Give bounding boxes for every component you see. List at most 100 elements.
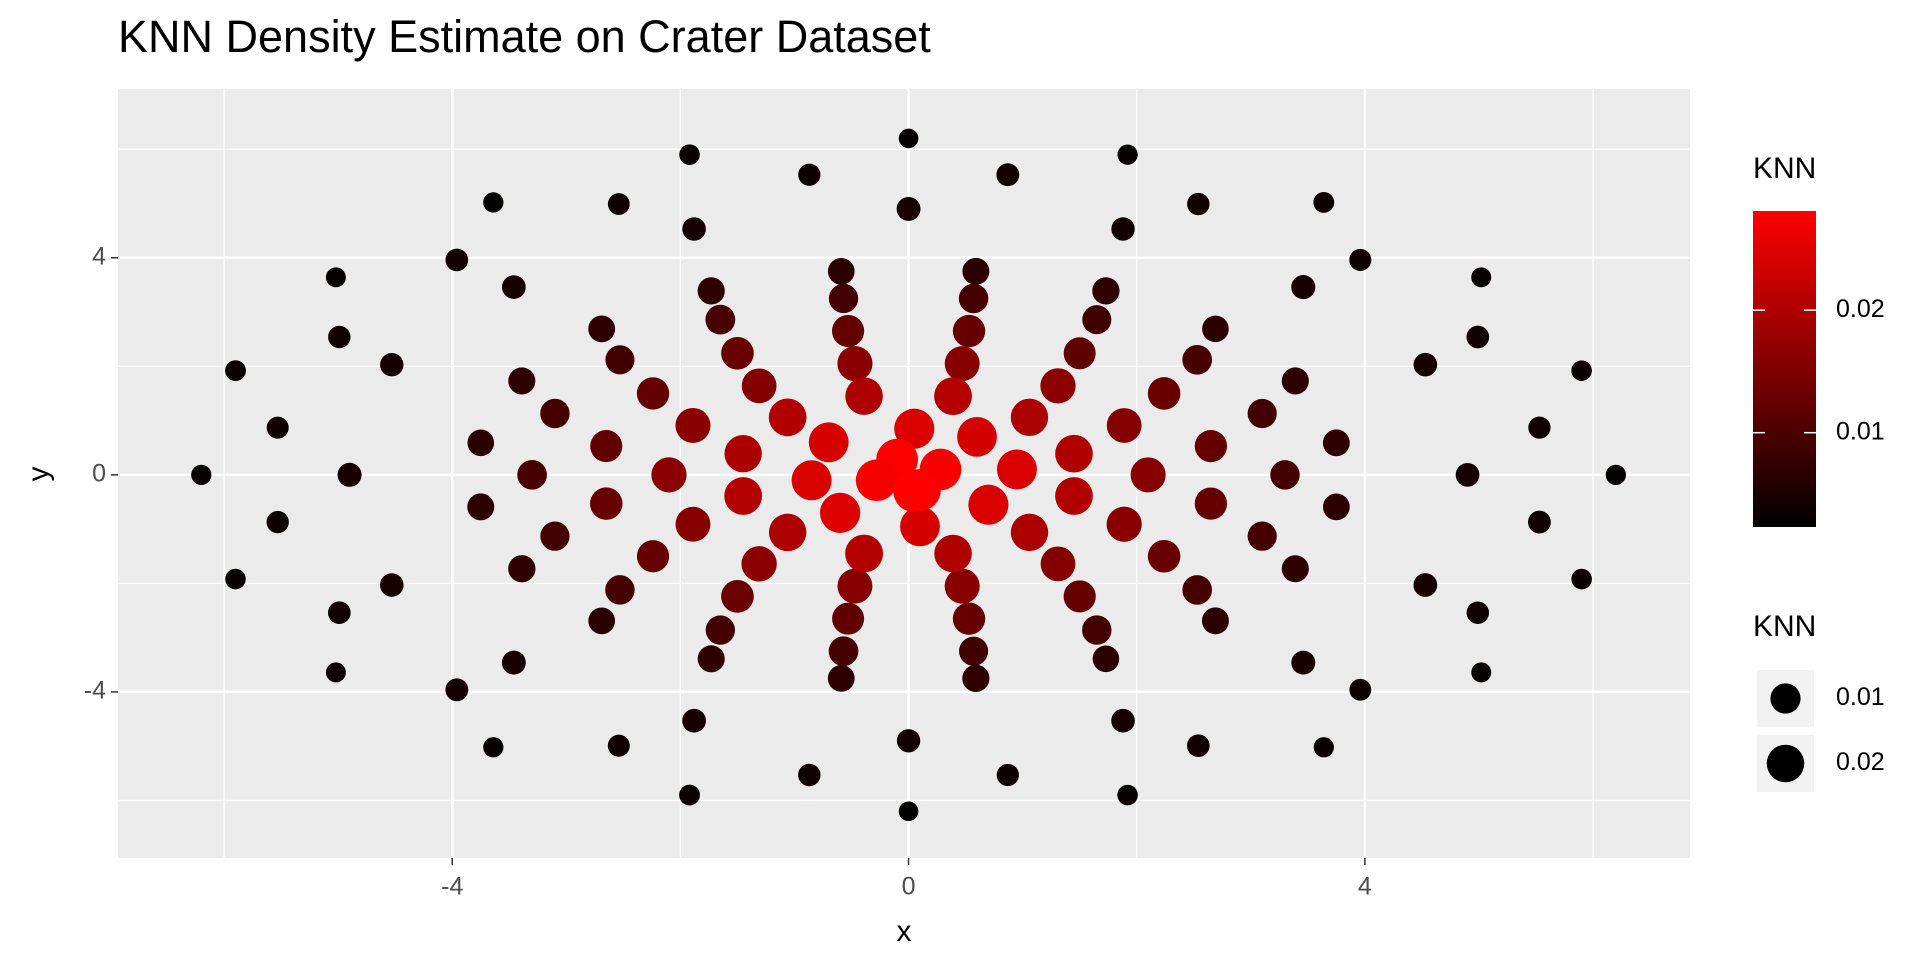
point (1281, 555, 1309, 583)
point (1082, 615, 1112, 645)
point (1117, 784, 1138, 806)
point (225, 360, 246, 382)
point (590, 487, 623, 520)
colorbar-label: 0.01 (1836, 417, 1885, 445)
point (1147, 539, 1181, 573)
point (944, 346, 980, 382)
point (1528, 416, 1551, 439)
point (605, 575, 635, 605)
point (1466, 325, 1490, 349)
point (1063, 580, 1096, 613)
point (1466, 601, 1490, 624)
point (1040, 546, 1076, 582)
point (958, 283, 989, 314)
point (900, 506, 940, 547)
point (191, 464, 212, 485)
point (828, 636, 859, 667)
point (508, 367, 536, 395)
point (962, 664, 990, 692)
point (893, 470, 936, 513)
point (467, 493, 495, 521)
point (517, 460, 547, 490)
point (934, 377, 972, 416)
point (327, 601, 351, 625)
point (996, 449, 1037, 490)
point (540, 398, 570, 429)
point (1322, 493, 1350, 521)
point (540, 521, 570, 551)
point (1082, 305, 1112, 335)
point (697, 277, 725, 305)
point (607, 734, 630, 757)
point (808, 422, 849, 463)
point (952, 314, 986, 348)
point (682, 217, 706, 241)
point (483, 192, 504, 213)
point (741, 546, 777, 582)
point (1270, 460, 1300, 490)
point (590, 430, 623, 463)
point (1605, 464, 1626, 485)
point (266, 416, 289, 439)
colorbar-label: 0.02 (1836, 295, 1885, 323)
point (1313, 737, 1334, 758)
points (191, 128, 1626, 822)
point (1247, 398, 1277, 429)
point (724, 477, 763, 515)
point (959, 636, 989, 666)
point (721, 580, 754, 613)
point (1194, 429, 1228, 463)
point (996, 763, 1019, 787)
point (266, 510, 289, 534)
point (1571, 568, 1592, 590)
size-legend-title: KNN (1753, 610, 1816, 643)
point (898, 801, 919, 822)
point (682, 708, 706, 733)
axes: -4 0 4 -4 0 4 (84, 242, 1372, 900)
point (1527, 510, 1551, 534)
point (894, 408, 935, 449)
point (508, 555, 536, 583)
point (1040, 368, 1076, 404)
point (768, 513, 807, 552)
x-tick-label: 0 (902, 873, 916, 901)
point (1349, 678, 1372, 701)
point (605, 345, 635, 375)
point (328, 325, 351, 349)
point (996, 163, 1020, 187)
point (1413, 352, 1438, 377)
point (1413, 573, 1438, 597)
point (1010, 513, 1049, 552)
point (820, 492, 861, 533)
y-tick-label: 4 (92, 242, 106, 270)
point (1063, 337, 1096, 370)
point (445, 678, 469, 702)
point (501, 650, 526, 675)
point (445, 248, 469, 272)
color-legend-title: KNN (1753, 152, 1816, 185)
point (1313, 191, 1335, 213)
point (1055, 434, 1093, 473)
point (741, 368, 777, 404)
legend-label: 0.01 (1836, 683, 1885, 711)
x-tick-label: -4 (441, 873, 463, 901)
point (1471, 267, 1492, 288)
point (1092, 645, 1120, 673)
point (1186, 734, 1210, 757)
point (1182, 575, 1213, 605)
point (1202, 315, 1229, 343)
point (962, 257, 990, 285)
point (705, 304, 736, 335)
point (1194, 487, 1228, 520)
point (827, 664, 855, 692)
point (896, 196, 921, 221)
point (1055, 477, 1093, 515)
point (325, 662, 346, 683)
point (1106, 408, 1142, 443)
point (705, 615, 736, 645)
point (636, 540, 670, 573)
point (1182, 344, 1213, 375)
point (952, 602, 986, 635)
point (1106, 506, 1142, 542)
legend-label: 0.02 (1836, 748, 1885, 776)
